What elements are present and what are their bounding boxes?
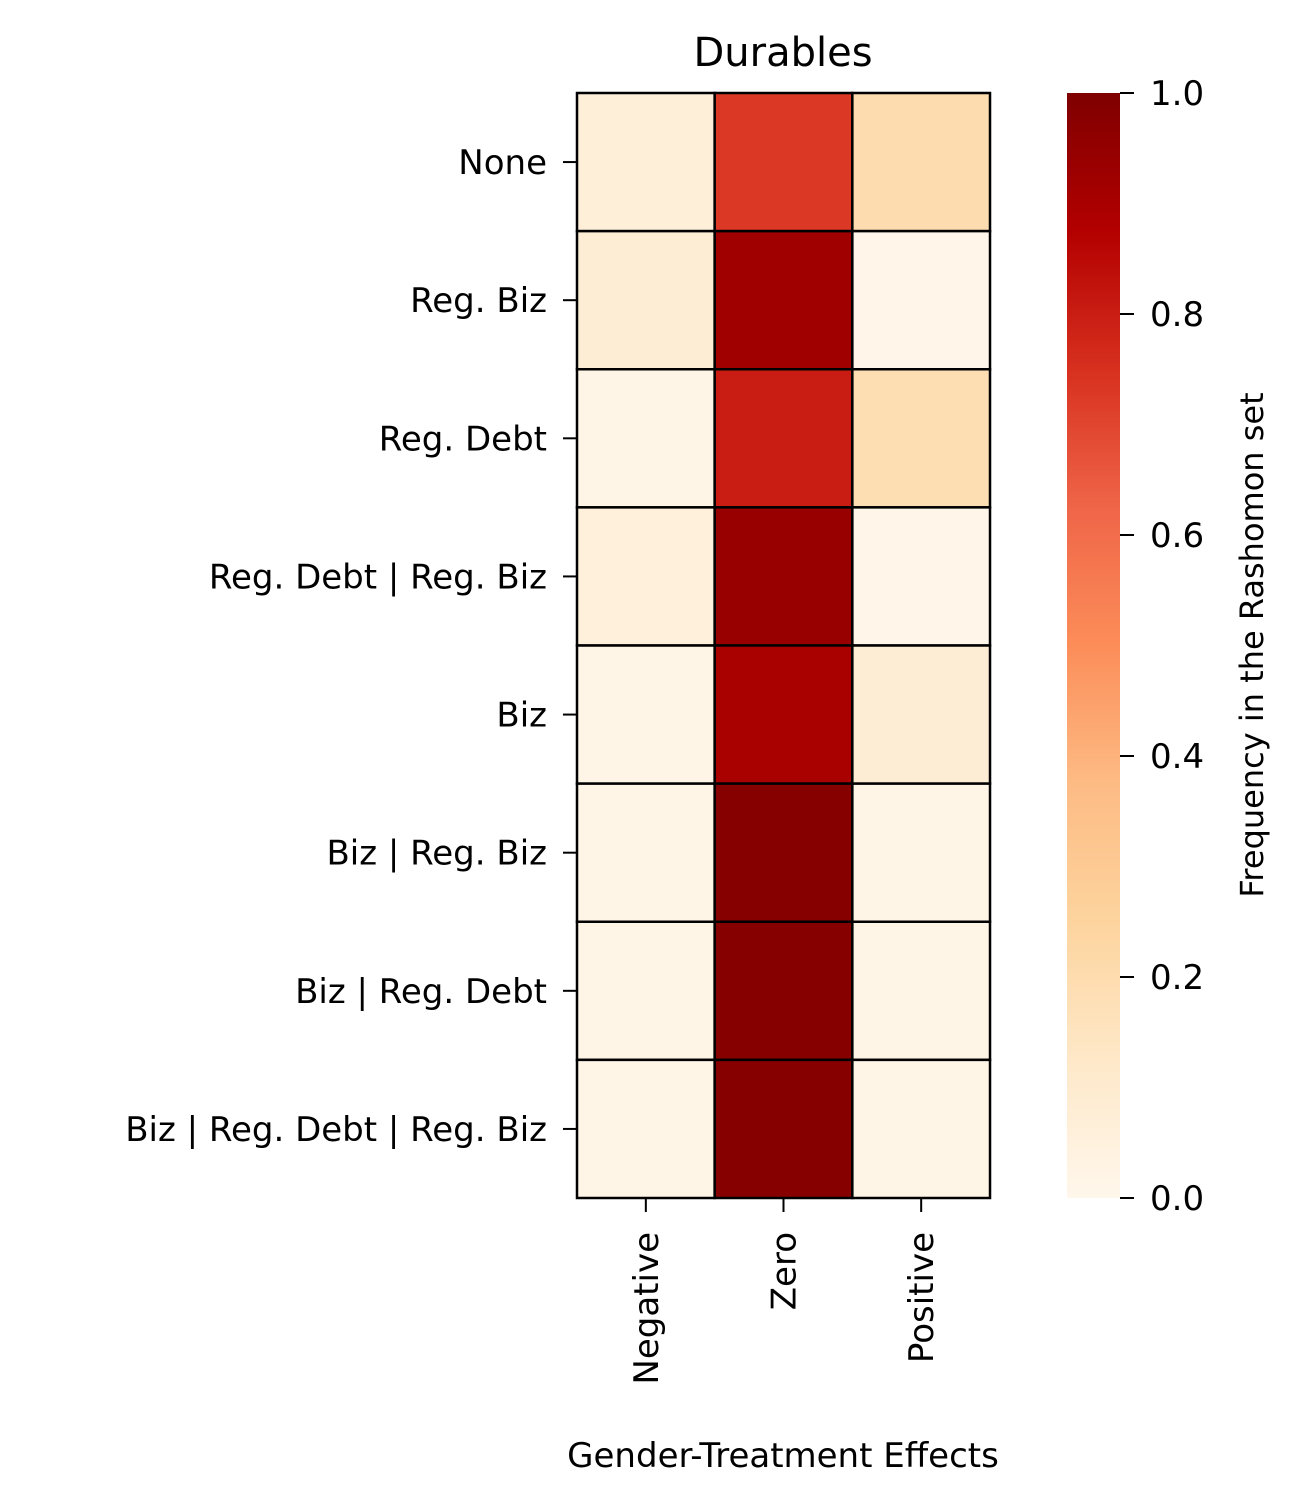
heatmap-cell-biz-reg-debt-zero bbox=[713, 920, 854, 1062]
x-axis-ticks: Negative Zero Positive bbox=[627, 1198, 942, 1385]
heatmap-cell-biz-reg-biz-positive bbox=[851, 782, 992, 923]
colorbar-tick-label: 0.4 bbox=[1150, 737, 1204, 777]
y-tick-label: Biz | Reg. Debt | Reg. Biz bbox=[125, 1110, 547, 1150]
colorbar-gradient bbox=[1067, 93, 1120, 1198]
heatmap-cell-biz-zero bbox=[713, 644, 854, 785]
heatmap-cell-biz-reg-debt-reg-biz-zero bbox=[713, 1058, 854, 1200]
heatmap-cell-biz-positive bbox=[851, 644, 992, 785]
chart-title: Durables bbox=[693, 30, 872, 76]
colorbar-ticks: 0.0 0.2 0.4 0.6 0.8 1.0 bbox=[1120, 74, 1204, 1219]
heatmap-cell-reg-biz-positive bbox=[851, 229, 992, 371]
heatmap-cell-biz-reg-debt-positive bbox=[851, 920, 992, 1062]
y-tick-label: None bbox=[458, 143, 547, 183]
heatmap-cell-reg-debt-reg-biz-zero bbox=[713, 506, 854, 647]
heatmap-cell-reg-debt-negative bbox=[575, 368, 716, 509]
heatmap-cell-biz-reg-debt-negative bbox=[575, 920, 716, 1062]
heatmap-cell-none-positive bbox=[851, 91, 992, 233]
y-axis-ticks: None Reg. Biz Reg. Debt Reg. Debt | Reg. Bi… bbox=[125, 143, 577, 1150]
colorbar-label: Frequency in the Rashomon set bbox=[1233, 392, 1271, 897]
y-tick-label: Biz | Reg. Biz bbox=[326, 834, 547, 874]
x-axis-label: Gender-Treatment Effects bbox=[567, 1436, 999, 1476]
colorbar-tick-label: 0.6 bbox=[1150, 516, 1204, 556]
heatmap-cell-none-zero bbox=[713, 91, 854, 233]
colorbar-tick-label: 0.2 bbox=[1150, 958, 1204, 998]
heatmap-cell-biz-reg-debt-reg-biz-positive bbox=[851, 1058, 992, 1200]
y-tick-label: Reg. Biz bbox=[410, 281, 547, 321]
heatmap-cell-reg-biz-negative bbox=[575, 229, 716, 371]
heatmap-cell-reg-debt-zero bbox=[713, 368, 854, 509]
y-tick-label: Biz bbox=[496, 696, 547, 736]
heatmap-cell-reg-biz-zero bbox=[713, 229, 854, 371]
heatmap-cell-reg-debt-positive bbox=[851, 368, 992, 509]
y-tick-label: Reg. Debt bbox=[379, 419, 547, 459]
y-tick-label: Biz | Reg. Debt bbox=[295, 972, 547, 1012]
colorbar-tick-label: 0.8 bbox=[1150, 295, 1204, 335]
heatmap-cells bbox=[575, 91, 992, 1200]
heatmap-cell-reg-debt-reg-biz-negative bbox=[575, 506, 716, 647]
y-tick-label: Reg. Debt | Reg. Biz bbox=[209, 557, 547, 597]
x-tick-label: Negative bbox=[627, 1232, 667, 1385]
heatmap-cell-biz-reg-biz-zero bbox=[713, 782, 854, 923]
heatmap-cell-biz-reg-biz-negative bbox=[575, 782, 716, 923]
heatmap-cell-reg-debt-reg-biz-positive bbox=[851, 506, 992, 647]
x-tick-label: Positive bbox=[902, 1232, 942, 1363]
heatmap-cell-none-negative bbox=[575, 91, 716, 233]
x-tick-label: Zero bbox=[765, 1232, 805, 1310]
heatmap-cell-biz-negative bbox=[575, 644, 716, 785]
colorbar-tick-label: 0.0 bbox=[1150, 1179, 1204, 1219]
heatmap-cell-biz-reg-debt-reg-biz-negative bbox=[575, 1058, 716, 1200]
colorbar-tick-label: 1.0 bbox=[1150, 74, 1204, 114]
colorbar: 0.0 0.2 0.4 0.6 0.8 1.0 Frequency in the Rash… bbox=[1067, 74, 1271, 1219]
